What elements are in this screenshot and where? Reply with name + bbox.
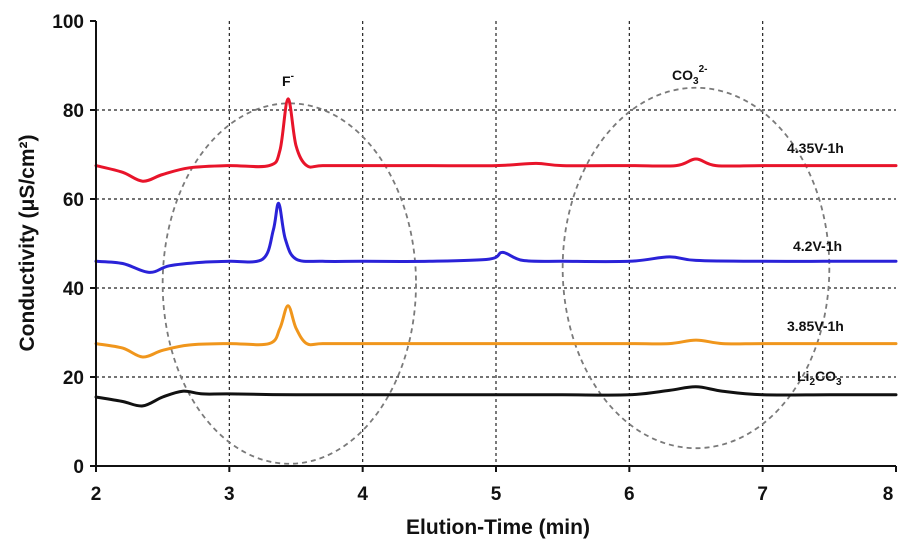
- x-tick-label-3: 5: [491, 484, 502, 505]
- x-tick-label-5: 7: [757, 484, 768, 505]
- axes: [90, 20, 897, 472]
- series-line-3: [94, 385, 898, 408]
- series-label-4-2v: 4.2V-1h: [793, 238, 842, 254]
- x-tick-label-1: 3: [224, 484, 235, 505]
- series-label-4-35v: 4.35V-1h: [787, 140, 844, 156]
- x-axis-title: Elution-Time (min): [406, 516, 590, 539]
- y-tick-label-5: 100: [52, 12, 84, 33]
- series-lines: [94, 97, 898, 408]
- peak-highlight-ellipses: [161, 86, 831, 465]
- fluoride-peak-label: F-: [282, 71, 294, 89]
- y-axis-title: Conductivity (μS/cm²): [16, 134, 39, 351]
- series-line-1: [94, 201, 898, 274]
- series-label-3-85v: 3.85V-1h: [787, 318, 844, 334]
- x-tick-label-0: 2: [91, 484, 102, 505]
- series-line-0: [94, 97, 898, 183]
- series-line-2: [94, 304, 898, 359]
- carbonate-peak-label: CO32-: [672, 64, 707, 87]
- peak-ellipse-1: [561, 86, 831, 450]
- series-label-li2co3: Li2CO3: [797, 368, 842, 388]
- y-tick-label-2: 40: [63, 279, 84, 300]
- y-tick-labels: 0 20 40 60 80 100: [52, 12, 84, 478]
- x-tick-label-2: 4: [357, 484, 368, 505]
- y-tick-label-4: 80: [63, 101, 84, 122]
- peak-ellipse-0: [161, 102, 417, 465]
- y-tick-label-1: 20: [63, 368, 84, 389]
- x-tick-labels: 2 3 4 5 6 7 8: [91, 484, 894, 505]
- y-tick-label-0: 0: [73, 457, 84, 478]
- x-tick-label-6: 8: [883, 484, 894, 505]
- y-tick-label-3: 60: [63, 190, 84, 211]
- grid-lines: [96, 21, 896, 466]
- x-tick-label-4: 6: [624, 484, 635, 505]
